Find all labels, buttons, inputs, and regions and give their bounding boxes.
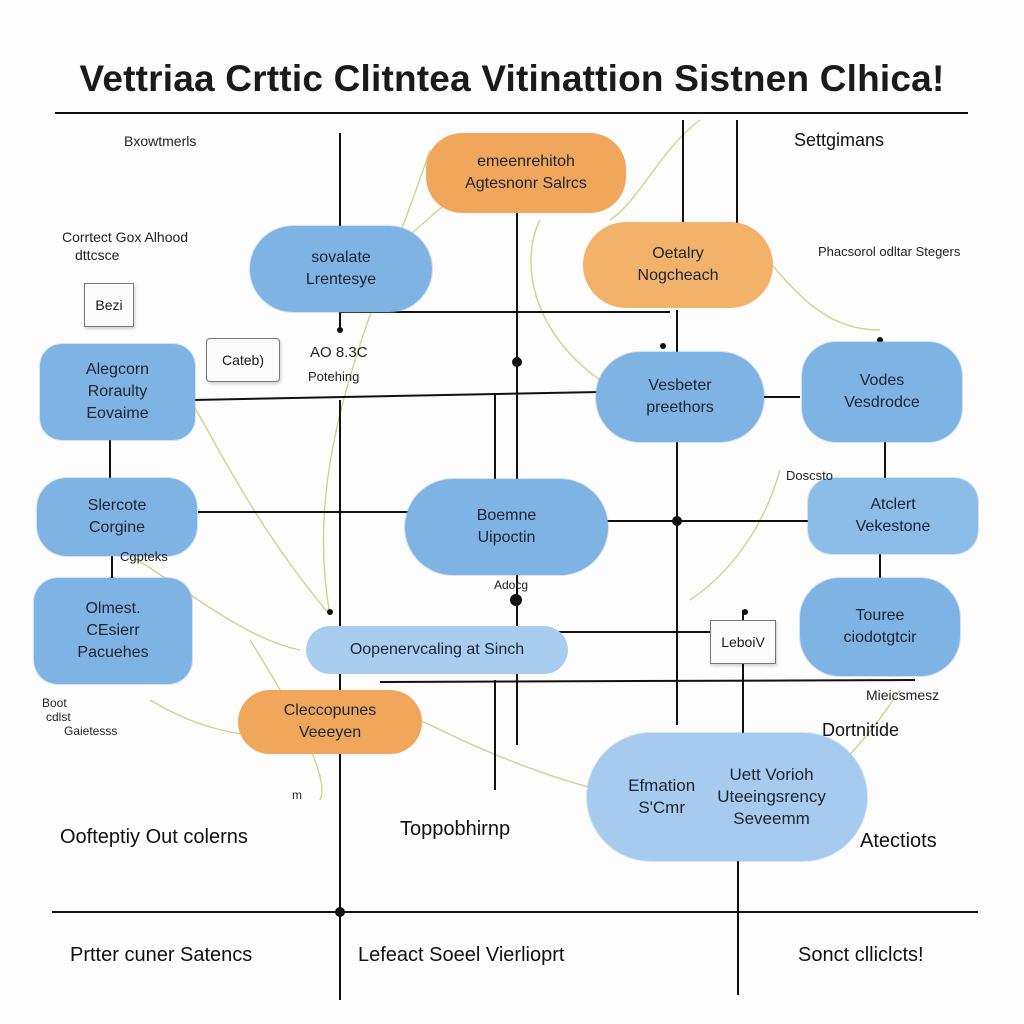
node-line: Vekestone [855, 518, 931, 535]
node-slercote[interactable]: Slercote Corgine [37, 478, 197, 556]
node-line: Agtesnonr Salrcs [465, 175, 587, 192]
label-m: m [292, 788, 302, 802]
box-bezi[interactable]: Bezi [84, 283, 134, 327]
node-efmation-left: Efmation S'Cmr [628, 775, 695, 819]
label-top-right: Settgimans [794, 130, 885, 150]
node-line: preethors [646, 399, 714, 416]
node-line: Boemne [476, 507, 537, 524]
node-line: Eovaime [86, 405, 149, 422]
node-clecopunes[interactable]: Cleccopunes Veeeyen [238, 690, 422, 754]
node-touree[interactable]: Touree ciodotgtcir [800, 578, 960, 676]
node-sovalate[interactable]: sovalate Lrentesye [250, 226, 432, 312]
node-atclert[interactable]: Atclert Vekestone [808, 478, 978, 554]
label-doscsto: Doscsto [786, 468, 833, 483]
node-line: sovalate [311, 249, 371, 266]
node-line: Efmation [628, 776, 696, 795]
node-line: emeenrehitoh [477, 153, 575, 170]
label-bottom-left: Oofteptiy Out colerns [60, 826, 248, 848]
node-line: Uteeingsrency [717, 787, 826, 806]
node-line: Corgine [88, 519, 146, 536]
label-boot: Boot [42, 696, 67, 710]
box-cateb[interactable]: Cateb) [206, 338, 280, 382]
junction-dots [109, 327, 883, 917]
node-line: ciodotgtcir [843, 629, 917, 646]
label-potehing: Potehing [308, 369, 360, 384]
node-line: Vodes [859, 372, 905, 389]
node-line: S'Cmr [638, 798, 685, 817]
node-line: Olmest. [85, 600, 141, 617]
label-aob: AO 8.3C [310, 344, 368, 361]
node-line: Veeeyen [298, 724, 362, 741]
page-title: Vettriaa Crttic Clitntea Vitinattion Sis… [79, 58, 945, 99]
node-line: Lrentesye [305, 271, 377, 288]
label-right-small: Phacsorol odltar Stegers [818, 244, 961, 259]
label-corrtect-1: Corrtect Gox Alhood [62, 229, 189, 245]
node-line: Seveemm [733, 809, 810, 828]
node-line: Cleccopunes [283, 702, 377, 719]
node-line: Oetalry [652, 245, 704, 262]
node-vesbeter[interactable]: Vesbeter preethors [596, 352, 764, 442]
node-efmation-right: Uett Vorioh Uteeingsrency Seveemm [717, 764, 826, 830]
thin-connectors [129, 119, 901, 801]
node-line: Vesbeter [648, 377, 712, 394]
node-efmation[interactable]: Efmation S'Cmr Uett Vorioh Uteeingsrency… [587, 733, 867, 861]
label-cdlst: cdlst [46, 710, 71, 724]
footer-label-1: Prtter cuner Satencs [70, 944, 253, 966]
node-line: Roraulty [87, 383, 148, 400]
label-gaietesss: Gaietesss [64, 724, 118, 738]
node-line: Oopenervcaling at Sinch [349, 641, 525, 658]
node-algcorn[interactable]: Alegcorn Roraulty Eovaime [40, 344, 195, 440]
node-line: Slercote [87, 497, 147, 514]
footer-label-2: Lefeact Soeel Vierlioprt [358, 944, 565, 966]
node-orange-top[interactable]: emeenrehitoh Agtesnonr Salrcs [426, 133, 626, 213]
node-line: Atclert [870, 496, 916, 513]
label-top-left: Bxowtmerls [124, 133, 197, 149]
node-vodes[interactable]: Vodes Vesdrodce [802, 342, 962, 442]
node-boemne[interactable]: Boemne Uipoctin [405, 479, 608, 575]
node-line: Vesdrodce [844, 394, 920, 411]
label-adocg: Adocg [494, 578, 529, 592]
node-line: Uett Vorioh [729, 765, 814, 784]
node-line: Uipoctin [477, 529, 536, 546]
node-line: CEsierr [86, 622, 140, 639]
node-oetalry[interactable]: Oetalry Nogcheach [583, 222, 773, 308]
box-leboiv[interactable]: LeboiV [710, 620, 776, 664]
label-cgpteks: Cgpteks [120, 549, 168, 564]
label-atectiots: Atectiots [860, 830, 937, 852]
node-line: Touree [855, 607, 905, 624]
node-line: Pacuehes [77, 644, 149, 661]
label-dortnitide: Dortnitide [822, 720, 900, 740]
node-line: Nogcheach [637, 267, 719, 284]
node-line: Alegcorn [85, 361, 150, 378]
node-opener[interactable]: Oopenervcaling at Sinch [306, 626, 568, 674]
label-corrtect-2: dttcsce [75, 247, 120, 263]
label-mieicsmesz: Mieicsmesz [866, 687, 940, 703]
node-olmest[interactable]: Olmest. CEsierr Pacuehes [34, 578, 192, 684]
label-bottom-mid: Toppobhirnp [400, 818, 511, 840]
footer-label-3: Sonct clliclcts! [798, 944, 924, 966]
